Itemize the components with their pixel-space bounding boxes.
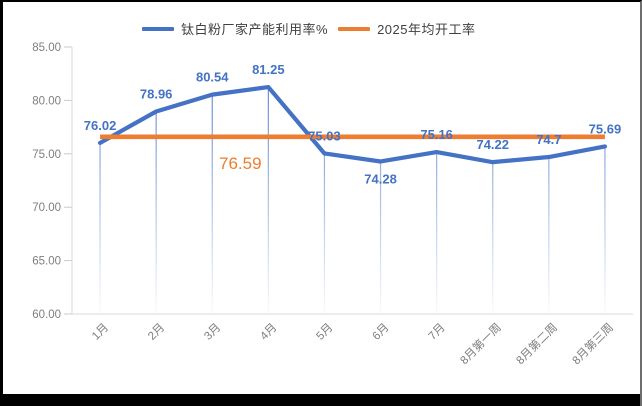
- data-label: 75.16: [420, 127, 453, 142]
- data-label: 74.7: [536, 132, 561, 147]
- y-axis-tick-label: 70.00: [32, 202, 61, 214]
- y-axis-tick-label: 65.00: [32, 256, 61, 268]
- x-axis-tick-label: 1月: [90, 322, 111, 343]
- series-line-utilization: [97, 84, 608, 165]
- legend-label-utilization: 钛白粉厂家产能利用率%: [181, 22, 329, 37]
- data-label: 80.54: [196, 70, 229, 85]
- x-axis-tick-label: 4月: [258, 322, 279, 343]
- data-label: 76.02: [84, 118, 117, 133]
- data-label: 74.22: [476, 137, 509, 152]
- legend-line-swatch-blue: [142, 26, 174, 31]
- y-axis-tick-label: 75.00: [32, 149, 61, 161]
- x-axis-tick-label: 8月第二周: [513, 320, 560, 367]
- legend-label-average: 2025年均开工率: [377, 22, 476, 37]
- bottom-black-bar: [3, 394, 640, 406]
- x-axis-tick-label: 8月第三周: [569, 320, 616, 367]
- x-axis-tick-label: 2月: [146, 322, 167, 343]
- x-axis-tick-label: 3月: [202, 322, 223, 343]
- data-label: 75.03: [308, 128, 341, 143]
- data-label: 81.25: [252, 62, 285, 77]
- x-axis-tick-label: 6月: [371, 322, 392, 343]
- data-label: 75.69: [589, 121, 622, 136]
- line-chart: 85.00 80.00 75.00 70.00 65.00 60.00 1月 2月 3月 4月 5月…: [32, 42, 633, 367]
- data-label: 78.96: [140, 87, 173, 102]
- legend-item-average: 2025年均开工率: [338, 19, 475, 38]
- y-axis-tick-label: 80.00: [32, 95, 61, 107]
- legend-item-utilization: 钛白粉厂家产能利用率%: [142, 19, 328, 38]
- legend-line-swatch-orange: [338, 26, 371, 31]
- average-line-label: 76.59: [219, 154, 262, 173]
- x-axis-tick-label: 8月第一周: [457, 320, 504, 367]
- x-axis-tick-label: 5月: [314, 322, 335, 343]
- y-axis-tick-label: 60.00: [32, 309, 61, 321]
- legend: 钛白粉厂家产能利用率% 2025年均开工率: [142, 19, 475, 38]
- x-axis-tick-label: 7月: [427, 322, 448, 343]
- data-label: 74.28: [364, 171, 397, 186]
- y-axis-tick-label: 85.00: [32, 42, 61, 54]
